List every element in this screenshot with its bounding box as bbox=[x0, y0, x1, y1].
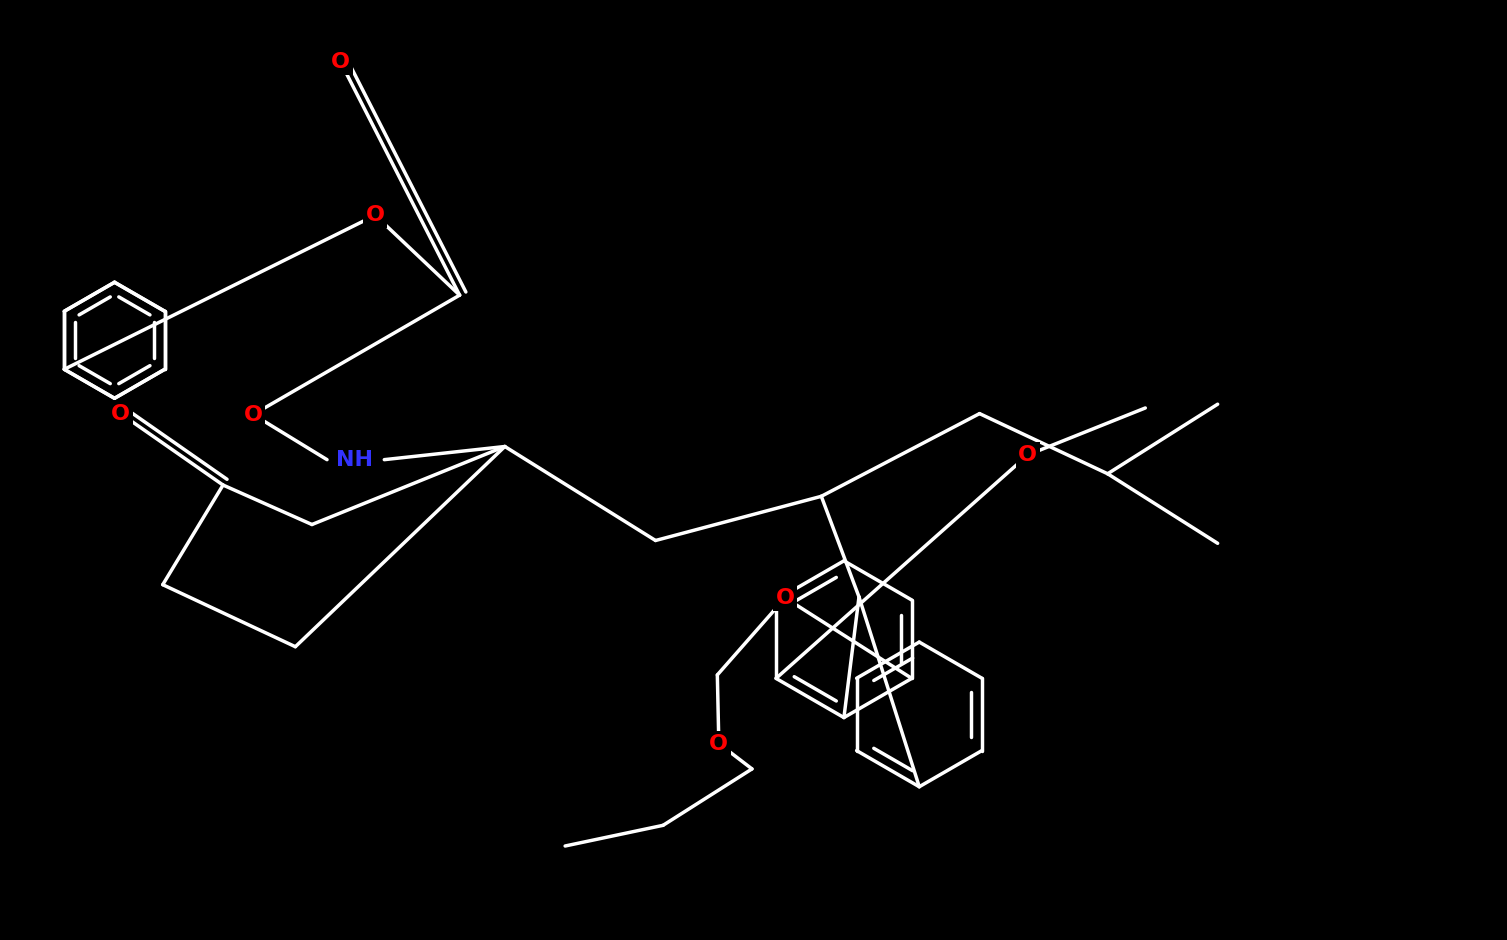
Text: NH: NH bbox=[336, 449, 372, 470]
Text: O: O bbox=[710, 733, 728, 754]
Text: O: O bbox=[332, 52, 350, 72]
Text: O: O bbox=[776, 588, 794, 608]
Text: O: O bbox=[366, 205, 384, 226]
Text: O: O bbox=[244, 404, 262, 425]
Text: O: O bbox=[112, 403, 130, 424]
Text: O: O bbox=[1019, 445, 1037, 465]
